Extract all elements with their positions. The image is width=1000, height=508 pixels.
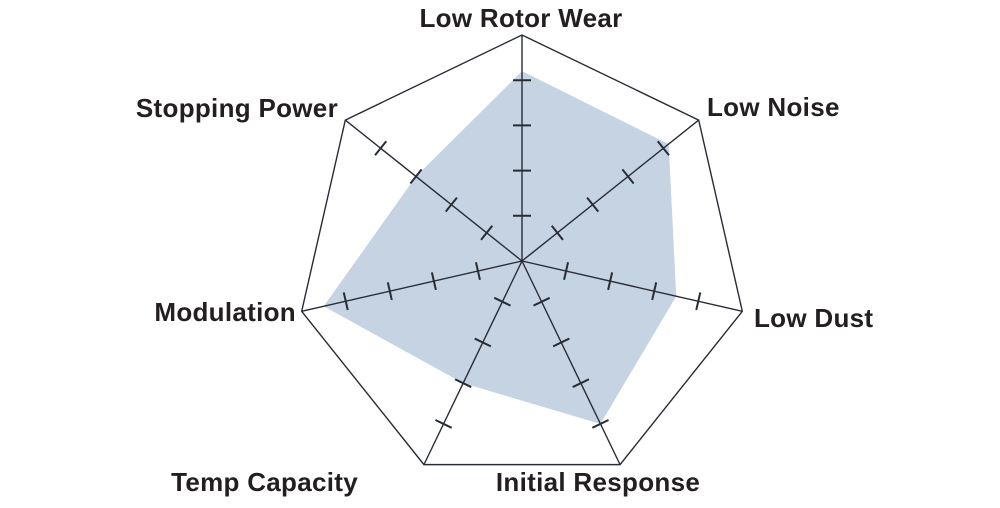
axis-tick (374, 140, 388, 156)
axis-tick (386, 282, 393, 301)
axis-tick (552, 337, 570, 348)
axis-label-low-dust: Low Dust (754, 303, 873, 333)
axis-tick (656, 140, 670, 156)
axis-tick (480, 225, 494, 241)
axis-tick (572, 378, 590, 388)
axis-line (423, 260, 523, 465)
axis-tick (550, 225, 564, 241)
axis-label-low-rotor-wear: Low Rotor Wear (419, 3, 622, 33)
axis-tick (607, 272, 614, 291)
axis-tick (563, 262, 570, 281)
axis-label-stopping-power: Stopping Power (136, 93, 338, 123)
axis-tick (454, 378, 472, 388)
axis-label-modulation: Modulation (154, 297, 296, 327)
axis-label-low-noise: Low Noise (707, 92, 840, 122)
axes (301, 35, 743, 465)
axis-label-initial-response: Initial Response (496, 467, 700, 497)
axis-line (521, 119, 700, 262)
axis-labels: Low Rotor Wear Low Noise Low Dust Initial R… (136, 3, 873, 497)
axis-tick (474, 337, 492, 348)
axis-tick (474, 262, 481, 281)
data-series (323, 71, 677, 424)
axis-tick (430, 272, 437, 291)
axis-tick (591, 419, 609, 429)
axis-line (344, 119, 523, 262)
axis-tick (342, 292, 349, 311)
axis-tick (621, 168, 635, 185)
axis-tick (493, 296, 511, 307)
axis-label-temp-capacity: Temp Capacity (171, 467, 358, 497)
axis-tick (533, 296, 551, 307)
axis-tick (409, 168, 423, 185)
axis-tick (435, 419, 453, 429)
grid (300, 34, 744, 466)
axis-tick (586, 196, 600, 213)
outer-polygon (300, 34, 744, 466)
axis-line (301, 260, 523, 312)
axis-tick (444, 196, 458, 213)
axis-line (521, 260, 621, 465)
axis-tick (695, 292, 702, 311)
axis-line (521, 260, 743, 312)
data-polygon (323, 71, 677, 424)
axis-tick (651, 282, 658, 301)
